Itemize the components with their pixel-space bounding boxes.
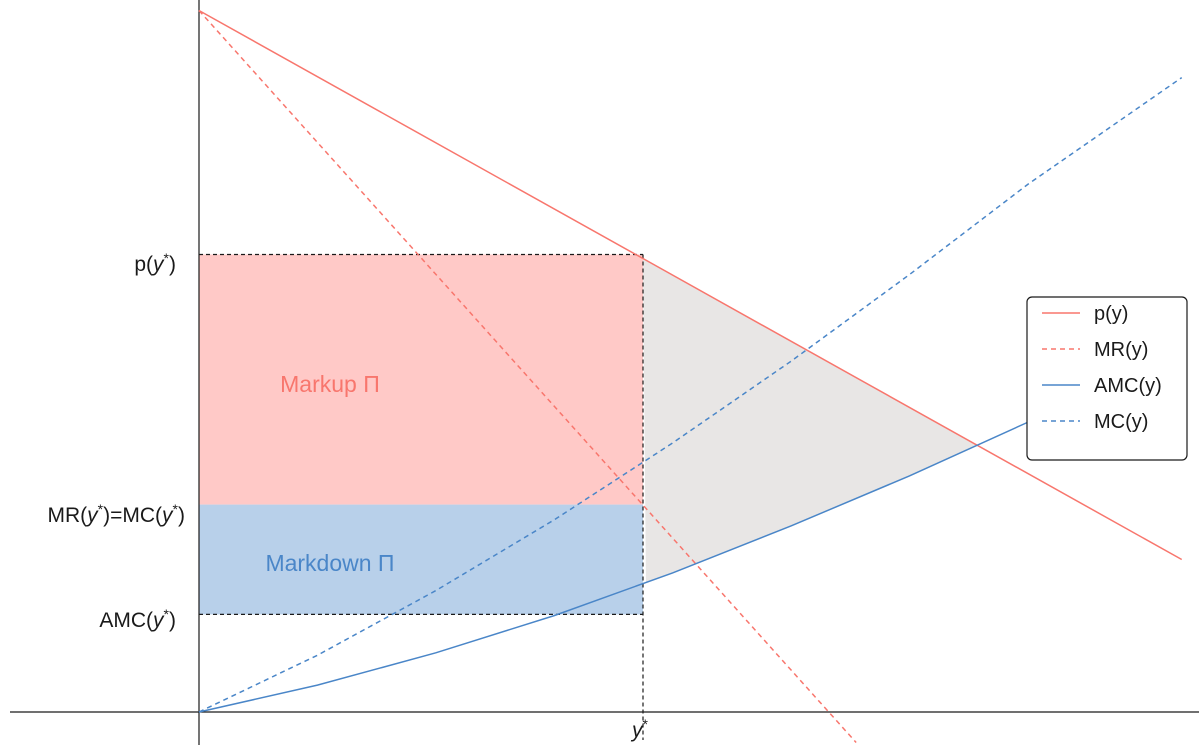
markdown-region [199, 504, 643, 615]
tick-var: y [160, 504, 174, 527]
tick-sup: * [164, 250, 170, 266]
regions-layer [199, 254, 978, 615]
tick-sup: * [643, 716, 649, 732]
tick-var: y [151, 609, 165, 632]
tick-text-pre: MR( [48, 504, 88, 527]
markup-region [199, 254, 643, 505]
legend-label-mr-y: MR(y) [1094, 339, 1148, 361]
markup-label: Markup Π [280, 371, 380, 397]
amc-y-line [198, 351, 1183, 713]
deadweight-region [643, 258, 978, 583]
tick-sup: * [164, 606, 170, 622]
y-tick-label-mr-mc: MR(y*)=MC(y*) [48, 501, 185, 527]
y-tick-label-amc: AMC(y*) [99, 606, 176, 632]
axes-layer [10, 0, 1199, 745]
tick-var: y [151, 253, 165, 276]
p-y-line [198, 9, 1183, 561]
legend-label-p-y: p(y) [1094, 303, 1128, 325]
series-layer [198, 9, 1183, 744]
x-tick-label-ystar: y* [630, 716, 649, 742]
guides-layer [199, 253, 644, 740]
tick-text-pre: AMC( [99, 609, 153, 632]
mr-y-line [198, 9, 857, 744]
tick-var: y [630, 719, 644, 742]
tick-text-post: ) [169, 253, 176, 276]
legend-label-amc-y: AMC(y) [1094, 375, 1162, 397]
tick-sup: * [173, 501, 179, 517]
tick-text-pre: p( [134, 253, 153, 276]
legend: p(y) MR(y) AMC(y) MC(y) [1026, 296, 1188, 461]
tick-text-post: ) [169, 609, 176, 632]
markdown-label: Markdown Π [265, 550, 394, 576]
tick-sup: * [98, 501, 104, 517]
legend-box [1026, 296, 1188, 461]
tick-text-post: ) [178, 504, 185, 527]
y-tick-label-price: p(y*) [134, 250, 176, 276]
tick-text-mid: )=MC( [103, 504, 162, 527]
labels-layer: Markup Π Markdown Π p(y*) MR(y*)=MC(y*) … [48, 250, 649, 742]
legend-label-mc-y: MC(y) [1094, 411, 1148, 433]
tick-var: y [85, 504, 99, 527]
